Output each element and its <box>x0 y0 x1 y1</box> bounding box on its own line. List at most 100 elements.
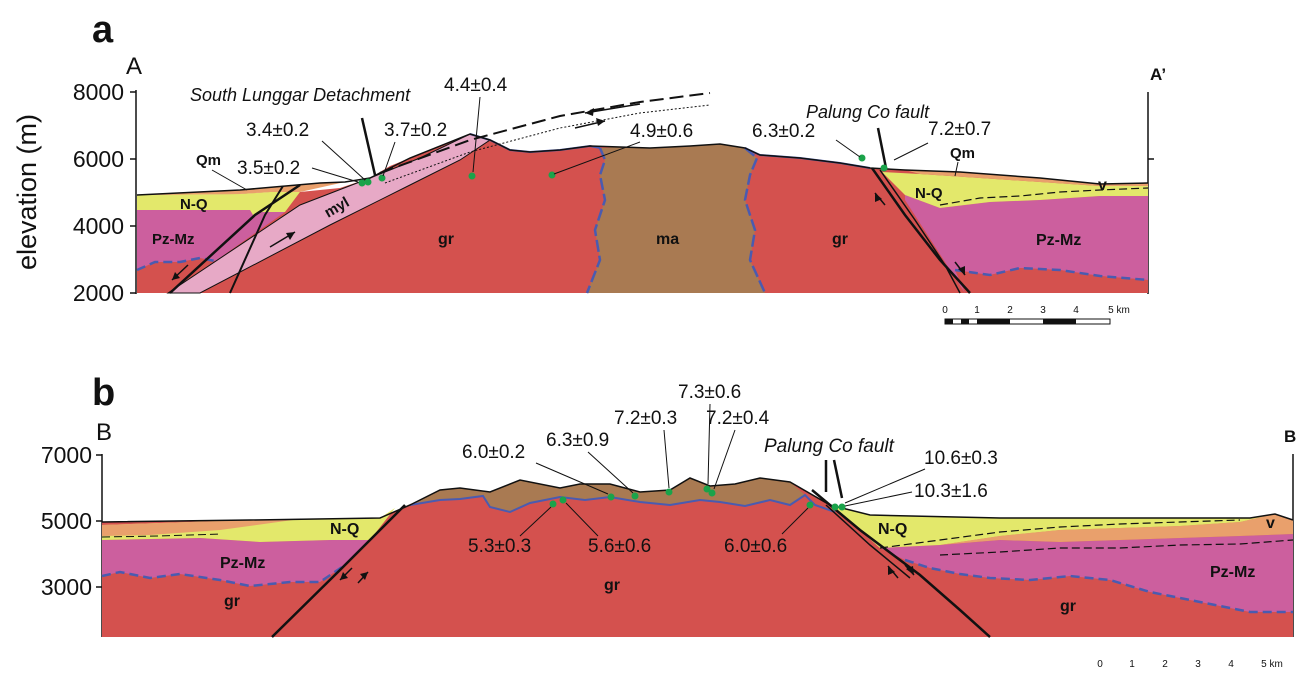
age-label: 7.2±0.4 <box>706 408 770 429</box>
shear-arrow-head <box>286 232 295 240</box>
unit-label-v: v <box>1266 515 1275 532</box>
projected-detachment <box>379 92 711 174</box>
sample-point <box>364 178 372 186</box>
scale-tick-label: 3 <box>1040 305 1046 316</box>
detachment-trace <box>360 117 377 176</box>
y-axis-a: 8000 6000 4000 2000 elevation (m) <box>12 79 137 306</box>
sample-point <box>378 174 386 182</box>
shear-arrow-head <box>172 272 180 280</box>
unit-label-gr: gr <box>438 231 454 248</box>
sample-point <box>559 496 567 504</box>
scale-tick-label: 3 <box>1195 659 1201 670</box>
scale-bar-b: 0 1 2 3 4 5 km <box>1097 659 1283 670</box>
y-axis-title: elevation (m) <box>12 114 42 270</box>
age-label: 4.4±0.4 <box>444 75 508 96</box>
sample-point <box>665 488 673 496</box>
contact-line <box>101 563 346 588</box>
unit-label-gr: gr <box>832 231 848 248</box>
fault-line <box>169 183 301 294</box>
age-label: 4.9±0.6 <box>630 121 693 142</box>
fault-line <box>271 504 406 638</box>
unit-label-pzmz: Pz-Mz <box>1036 232 1081 249</box>
age-label: 5.6±0.6 <box>588 536 651 557</box>
granite-right-bottom-a <box>955 268 1148 293</box>
scale-bar-a: 0 1 2 3 4 5 km <box>942 305 1130 325</box>
scale-tick-label: 0 <box>1097 659 1103 670</box>
sample-point <box>831 503 839 511</box>
sample-point <box>607 493 615 501</box>
sample-point <box>358 179 366 187</box>
endpoint-label-B-right: B <box>1284 427 1296 446</box>
neogene-quaternary-right-a <box>882 172 1148 208</box>
age-label: 6.0±0.6 <box>724 536 787 557</box>
scale-tick-label: 2 <box>1162 659 1168 670</box>
granite-body-b <box>102 478 1293 637</box>
unit-label-v: v <box>1098 177 1107 194</box>
fault-line <box>825 504 911 579</box>
paleo-mesozoic-right-a <box>905 195 1148 293</box>
age-label: 6.3±0.2 <box>752 121 815 142</box>
scale-tick-label: 1 <box>974 305 980 316</box>
fault-label: Palung Co fault <box>764 436 895 457</box>
shear-arrow-head <box>585 108 594 116</box>
unit-label-nq: N-Q <box>180 196 208 213</box>
scale-tick-label: 0 <box>942 305 948 316</box>
y-tick-label: 6000 <box>73 146 124 172</box>
fault-trace <box>832 459 844 499</box>
bedding-line <box>879 519 1241 549</box>
shear-arrow <box>584 103 641 114</box>
metasediment-core-a <box>587 144 765 293</box>
projected-detachment-base <box>384 104 711 184</box>
bedding-line <box>939 539 1294 556</box>
panel-a: a A A’ 8000 6000 4000 2000 elevation (m) <box>12 9 1166 325</box>
unit-label-gr: gr <box>604 577 620 594</box>
age-label: 10.6±0.3 <box>924 448 998 469</box>
unit-label-pzmz: Pz-Mz <box>220 555 265 572</box>
age-label: 6.0±0.2 <box>462 442 525 463</box>
fault-trace <box>876 127 888 169</box>
shear-arrow-head <box>958 266 965 275</box>
bedding-line <box>939 187 1149 206</box>
endpoint-label-B: B <box>96 419 112 446</box>
sample-point <box>549 500 557 508</box>
sample-point <box>631 492 639 500</box>
unit-label-pzmz: Pz-Mz <box>152 231 195 248</box>
fault-line <box>870 167 971 294</box>
contact-line <box>409 493 836 514</box>
sample-point <box>548 171 556 179</box>
shear-arrow-head <box>596 118 605 126</box>
scale-tick-label: 5 km <box>1261 659 1283 670</box>
contact-line <box>585 147 607 294</box>
age-label: 3.7±0.2 <box>384 120 447 141</box>
scale-tick-label: 1 <box>1129 659 1135 670</box>
sample-point <box>838 503 846 511</box>
scale-tick-label: 2 <box>1007 305 1013 316</box>
panel-label-a: a <box>92 9 114 51</box>
sample-point <box>806 501 814 509</box>
fault-line <box>879 169 961 294</box>
paleo-mesozoic-left-b <box>102 538 370 586</box>
unit-label-ma: ma <box>656 231 679 248</box>
age-label: 5.3±0.3 <box>468 536 531 557</box>
endpoint-label-A-prime: A’ <box>1150 65 1166 84</box>
moraine-right-b <box>940 514 1293 545</box>
age-label: 6.3±0.9 <box>546 430 609 451</box>
paleo-mesozoic-right-b <box>880 534 1293 612</box>
y-tick-label: 5000 <box>41 508 92 534</box>
scale-tick-label: 5 km <box>1108 305 1130 316</box>
unit-label-nq: N-Q <box>330 521 359 538</box>
neogene-quaternary-left-a <box>137 192 300 215</box>
y-tick-label: 2000 <box>73 280 124 306</box>
topography-line <box>136 133 1149 196</box>
unit-label-gr: gr <box>1060 598 1076 615</box>
scale-tick-label: 4 <box>1228 659 1234 670</box>
sample-point <box>858 154 866 162</box>
moraine-right-a <box>905 170 1148 186</box>
contact-line <box>954 266 1149 282</box>
y-tick-label: 3000 <box>41 574 92 600</box>
scale-tick-label: 4 <box>1073 305 1079 316</box>
age-label: 7.2±0.3 <box>614 408 677 429</box>
moraine-left-b <box>102 519 300 536</box>
sample-point <box>880 164 888 172</box>
